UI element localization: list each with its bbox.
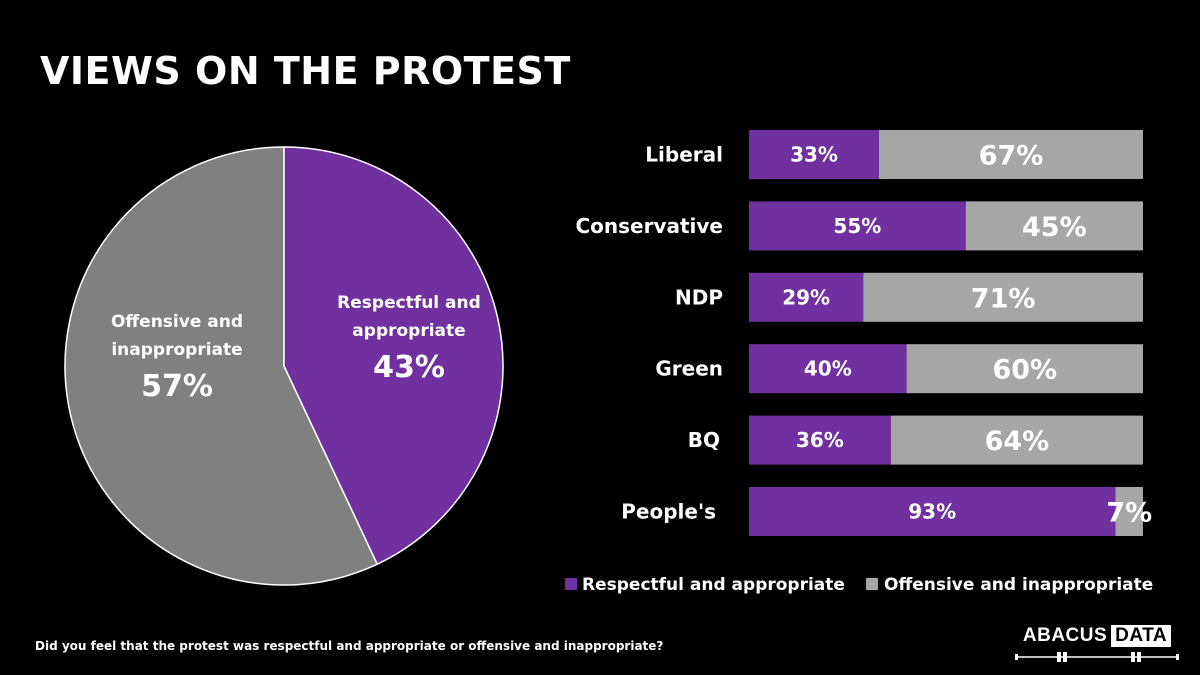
pie-slice-offensive — [64, 146, 379, 586]
category-label: BQ — [688, 428, 720, 452]
bar-segment-respectful — [749, 487, 1116, 536]
bar-value-respectful: 55% — [833, 214, 881, 238]
pie-label-respectful-line1: Respectful and — [337, 293, 481, 313]
category-label: Conservative — [575, 214, 723, 238]
bar-segment-offensive — [863, 272, 1143, 322]
pie-chart: Respectful and appropriate 43% Offensive… — [64, 146, 504, 586]
bar-value-respectful: 93% — [908, 500, 956, 524]
pie-pct-offensive: 57% — [141, 369, 213, 404]
bar-segment-respectful — [749, 272, 864, 322]
bar-segment-respectful — [749, 344, 907, 394]
abacus-data-logo: ABACUS DATA — [1013, 622, 1181, 664]
bar-value-respectful: 29% — [782, 285, 830, 309]
pie-label-offensive-line1: Offensive and — [111, 312, 243, 332]
bar-value-offensive: 60% — [992, 355, 1057, 386]
page-title: VIEWS ON THE PROTEST — [40, 49, 571, 93]
legend-label-respectful: Respectful and appropriate — [582, 575, 845, 595]
bar-value-respectful: 40% — [804, 357, 852, 381]
survey-question: Did you feel that the protest was respec… — [35, 639, 663, 653]
bar-value-offensive: 71% — [971, 283, 1036, 314]
legend-swatch-respectful — [565, 578, 577, 590]
category-label: People's — [621, 500, 716, 524]
logo-part2: DATA — [1111, 625, 1172, 647]
pie-pct-respectful: 43% — [373, 350, 445, 385]
bar-segment-offensive — [879, 130, 1143, 179]
logo-abacus-bar-icon — [1015, 652, 1179, 662]
pie-slice-respectful — [283, 146, 504, 566]
bar-segment-offensive — [890, 415, 1143, 465]
category-label: NDP — [675, 285, 723, 309]
bar-segment-offensive — [906, 344, 1143, 394]
bar-value-respectful: 36% — [796, 428, 844, 452]
bar-value-respectful: 33% — [790, 143, 838, 167]
stacked-bar-chart: Liberal 33% 67% Conservative 55% 45% NDP 29% 71%… — [575, 130, 1152, 536]
legend: Respectful and appropriate Offensive and… — [565, 575, 1153, 595]
bar-segment-respectful — [749, 130, 880, 179]
pie-label-offensive-line2: inappropriate — [111, 340, 242, 360]
bar-value-offensive: 7% — [1106, 498, 1152, 529]
bar-segment-offensive — [965, 201, 1143, 251]
category-label: Liberal — [645, 143, 723, 167]
logo-part1: ABACUS — [1022, 625, 1108, 646]
bar-segment-respectful — [749, 201, 966, 251]
bar-segment-offensive — [1115, 487, 1143, 536]
bar-value-offensive: 45% — [1022, 212, 1087, 243]
bar-value-offensive: 64% — [985, 426, 1050, 457]
bar-value-offensive: 67% — [979, 141, 1044, 172]
legend-swatch-offensive — [866, 578, 878, 590]
pie-label-respectful-line2: appropriate — [352, 321, 465, 341]
legend-label-offensive: Offensive and inappropriate — [884, 575, 1153, 595]
category-label: Green — [655, 357, 723, 381]
bar-segment-respectful — [749, 415, 891, 465]
